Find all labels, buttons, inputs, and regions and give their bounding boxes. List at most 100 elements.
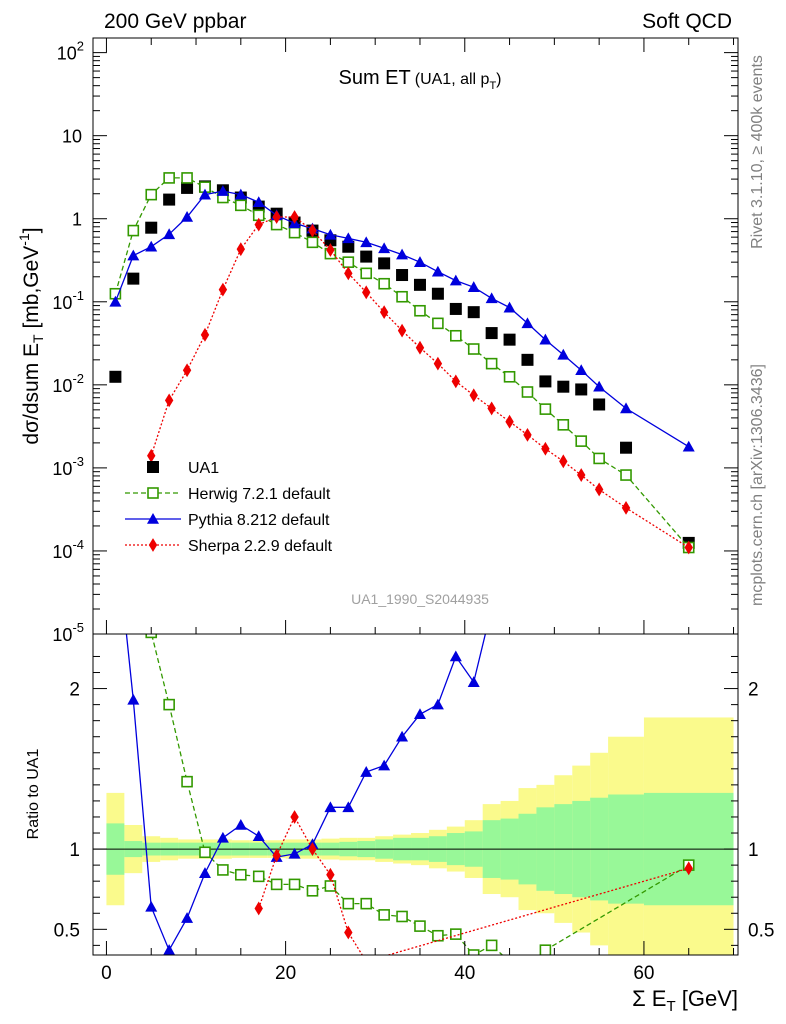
data-point <box>593 380 606 392</box>
ratio-point <box>326 867 335 882</box>
data-point <box>539 333 552 345</box>
ratio-point <box>396 910 408 923</box>
ratio-y-tick-labels: 0.5 0.5 1 1 2 2 <box>54 680 775 942</box>
ratio-series-pythia <box>125 634 487 955</box>
main-series <box>109 172 695 555</box>
data-point <box>109 295 122 307</box>
ratio-frame <box>92 633 739 956</box>
data-point <box>254 217 263 232</box>
ratio-axis-ticks <box>93 655 738 955</box>
title-suffix-end: ) <box>496 71 501 88</box>
ratio-ylabel: Ratio to UA1 <box>25 749 42 840</box>
data-point <box>577 468 586 482</box>
data-point <box>505 414 514 429</box>
ratio-point <box>217 864 229 876</box>
y-tick-base: 10 <box>52 625 72 645</box>
data-point <box>360 250 373 263</box>
ratio-point <box>272 848 281 863</box>
ratio-point <box>308 842 317 856</box>
data-point <box>342 232 355 244</box>
ratio-point <box>145 900 158 912</box>
ratio-y-tick-label-right: 2 <box>748 680 759 701</box>
y-tick-base: 10 <box>52 542 72 562</box>
header-left: 200 GeV ppbar <box>104 10 246 33</box>
data-point <box>127 272 140 285</box>
y-tick-exponent: -1 <box>72 288 84 303</box>
x-tick-labels: 0 20 40 60 <box>101 963 654 984</box>
title-suffix-sub: T <box>489 80 496 92</box>
main-ylabel: dσ/dsum ET [mb,GeV-1] <box>16 227 46 444</box>
ylabel-sup: -1 <box>16 233 32 246</box>
data-point <box>541 441 550 456</box>
y-tick-exponent: -2 <box>72 371 84 386</box>
data-point <box>198 188 211 200</box>
legend-marker <box>147 513 159 524</box>
y-tick-label: 10-2 <box>52 371 84 396</box>
ratio-series <box>110 443 695 966</box>
xlabel-unit: [GeV] <box>676 986 738 1011</box>
legend-label: Herwig 7.2.1 default <box>188 486 331 503</box>
ratio-y-tick-label-right: 1 <box>748 840 759 861</box>
ratio-point <box>324 801 337 813</box>
ratio-point <box>216 831 229 843</box>
ratio-point <box>198 867 211 878</box>
ylabel-unit: [mb,GeV <box>20 246 43 335</box>
data-point <box>396 269 409 282</box>
data-point <box>163 193 176 206</box>
y-tick-label: 10-3 <box>52 454 84 479</box>
y-tick-base: 10 <box>52 459 72 479</box>
x-tick-label: 20 <box>275 963 296 984</box>
data-point <box>414 304 426 317</box>
ratio-point <box>505 956 515 966</box>
y-tick-base: 10 <box>57 44 77 64</box>
ratio-panel: 0.5 0.5 1 1 2 2 0 20 40 60 Ratio to UA1 Σ ET [Ge… <box>25 443 775 1015</box>
ratio-y-tick-label: 2 <box>69 680 80 701</box>
ylabel-text: dσ/dsum E <box>20 343 43 445</box>
y-tick-label: 10-1 <box>52 288 84 313</box>
data-point <box>485 357 498 370</box>
data-point <box>485 292 498 304</box>
header-right: Soft QCD <box>642 10 732 33</box>
data-point <box>575 383 588 396</box>
ratio-point <box>306 884 319 897</box>
data-point <box>145 221 158 234</box>
data-point <box>467 306 480 319</box>
y-tick-label: 102 <box>57 39 84 64</box>
data-point <box>182 363 192 378</box>
ratio-point <box>450 928 462 940</box>
data-point <box>235 199 247 212</box>
y-tick-label: 1 <box>72 210 82 230</box>
y-tick-base: 10 <box>52 293 72 313</box>
ratio-point <box>324 880 337 892</box>
data-point <box>109 370 122 383</box>
ratio-point <box>110 443 120 453</box>
title-main: Sum ET <box>338 67 410 89</box>
data-point <box>539 375 552 388</box>
ratio-point <box>431 698 444 710</box>
data-point <box>467 343 480 355</box>
ratio-point <box>413 708 426 720</box>
ratio-point <box>378 759 391 771</box>
data-point <box>684 540 693 555</box>
data-point <box>503 301 516 313</box>
ratio-point <box>145 634 158 639</box>
ratio-y-tick-label: 1 <box>69 840 80 861</box>
data-point <box>396 248 409 260</box>
data-point <box>145 188 158 201</box>
xlabel-text: Σ E <box>632 986 666 1011</box>
series-pythia <box>109 185 695 452</box>
data-point <box>234 188 247 200</box>
ratio-point <box>290 810 299 824</box>
ratio-point <box>163 944 176 955</box>
data-point <box>252 196 265 208</box>
data-point <box>342 240 355 253</box>
data-point <box>431 265 444 277</box>
data-point <box>503 333 516 346</box>
ratio-point <box>128 587 138 597</box>
ratio-point <box>270 878 283 891</box>
data-point <box>379 305 389 320</box>
y-tick-label: 10-5 <box>52 620 84 645</box>
series-line <box>150 216 690 549</box>
data-point <box>308 223 317 238</box>
